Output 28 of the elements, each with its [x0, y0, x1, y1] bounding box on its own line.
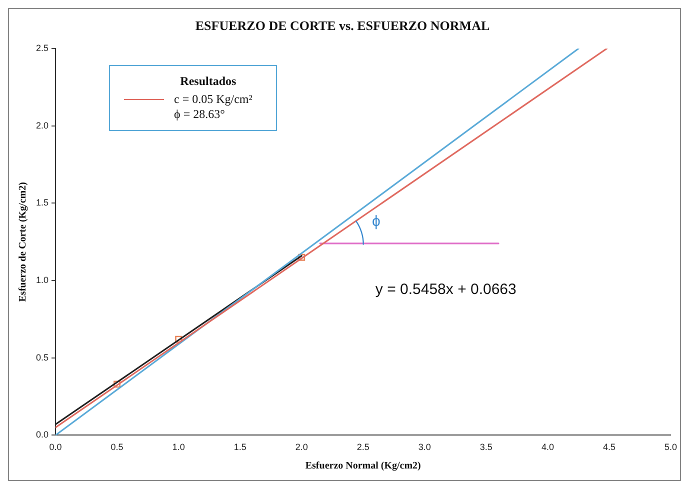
annotation: ϕ: [372, 213, 380, 230]
y-tick-label: 1.0: [36, 275, 49, 286]
annotation: y = 0.5458x + 0.0663: [375, 280, 516, 298]
x-tick-label: 3.0: [418, 442, 431, 452]
y-tick-label: 2.0: [36, 120, 49, 130]
x-tick-label: 4.5: [602, 442, 616, 452]
chart-title: ESFUERZO DE CORTE vs. ESFUERZO NORMAL: [195, 18, 490, 34]
point: [298, 254, 306, 261]
y-tick-label: 0.5: [36, 352, 49, 362]
x-tick-label: 0.5: [110, 442, 124, 452]
legend-label: c = 0.05 Kg/cm²: [174, 92, 252, 107]
x-tick-label: 2.5: [356, 442, 370, 452]
x-tick-label: 2.0: [295, 442, 308, 452]
y-tick-label: 1.5: [36, 198, 49, 208]
annotation: ϕ = 28.63°: [173, 107, 226, 122]
point: [114, 380, 121, 388]
legend-title: Resultados: [179, 74, 238, 89]
y-tick-label: 2.5: [36, 43, 49, 54]
x-tick-label: 0.0: [49, 442, 62, 452]
x-axis-title: Esfuerzo Normal (Kg/cm2): [305, 460, 421, 472]
x-tick-label: 5.0: [664, 442, 677, 452]
y-axis-title: Esfuerzo de Corte (Kg/cm2): [18, 182, 29, 302]
y-tick-label: 0.0: [36, 430, 49, 440]
x-tick-label: 1.0: [172, 442, 185, 452]
x-tick-label: 3.5: [480, 442, 492, 452]
x-tick-label: 4.0: [541, 442, 554, 452]
x-tick-label: 1.5: [234, 442, 246, 452]
point: [175, 336, 182, 343]
